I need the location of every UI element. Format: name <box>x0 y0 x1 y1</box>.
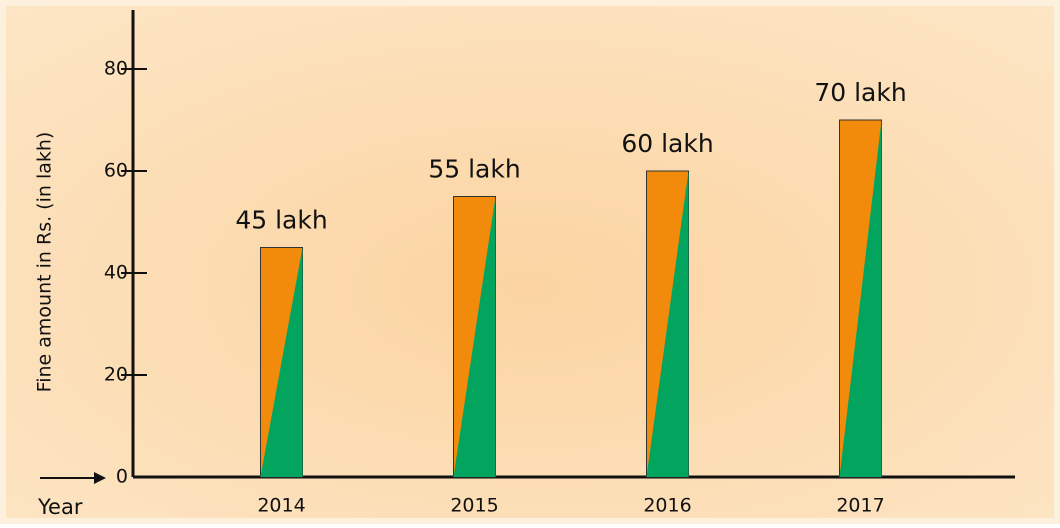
y-tick-label: 80 <box>104 58 128 80</box>
bar-shade <box>839 120 882 477</box>
year-arrow-head <box>94 472 106 484</box>
y-tick-label: 0 <box>116 466 128 488</box>
y-tick-label: 60 <box>104 160 128 182</box>
bar-shade <box>260 247 303 477</box>
bar-shade <box>646 171 689 477</box>
x-axis-label: Year <box>37 495 83 519</box>
x-tick-label: 2017 <box>836 495 884 517</box>
value-label: 55 lakh <box>428 155 520 184</box>
value-label: 60 lakh <box>621 129 713 158</box>
y-axis-label: Fine amount in Rs. (in lakh) <box>34 132 56 393</box>
bar-shade <box>453 196 496 477</box>
x-tick-label: 2016 <box>643 495 691 517</box>
value-label: 70 lakh <box>814 78 906 107</box>
x-tick-label: 2014 <box>257 495 305 517</box>
x-tick-label: 2015 <box>450 495 498 517</box>
y-tick-label: 40 <box>104 262 128 284</box>
value-label: 45 lakh <box>235 206 327 235</box>
y-tick-label: 20 <box>104 364 128 386</box>
